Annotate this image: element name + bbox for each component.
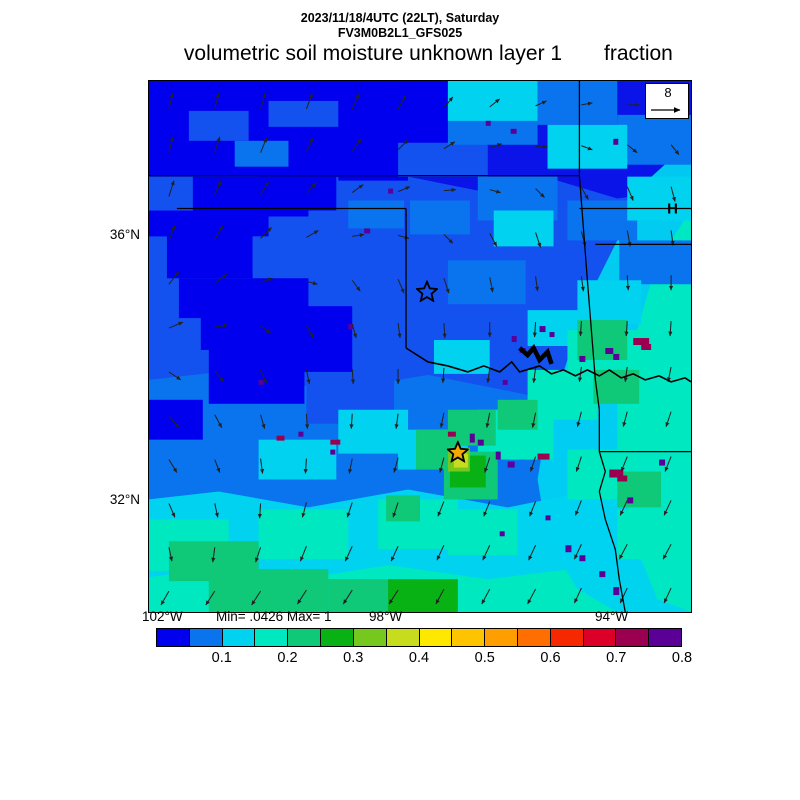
- colorbar-segment-12: [550, 629, 584, 646]
- vector-scale-arrow-icon: [650, 103, 686, 115]
- colorbar-tick-0.1: 0.1: [211, 650, 232, 666]
- colorbar-tick-0.6: 0.6: [540, 650, 561, 666]
- colorbar-segment-9: [452, 629, 486, 646]
- colorbar-tick-0.8: 0.8: [671, 650, 693, 666]
- colorbar-segment-2: [222, 629, 256, 646]
- svg-text:H: H: [667, 201, 678, 218]
- map-panel[interactable]: H 8: [148, 80, 692, 613]
- colorbar-segment-11: [517, 629, 551, 646]
- vector-scale-value: 8: [664, 85, 672, 100]
- lon-label-98w: 98°W: [369, 609, 403, 624]
- min-max-label: Min= .0426 Max= 1: [216, 609, 332, 624]
- colorbar-segment-1: [189, 629, 223, 646]
- colorbar-segment-10: [485, 629, 518, 646]
- colorbar-segment-5: [321, 629, 354, 646]
- valid-time-label: 2023/11/18/4UTC (22LT), Saturday: [300, 11, 500, 25]
- colorbar-segment-15: [649, 629, 681, 646]
- colorbar-segment-14: [616, 629, 650, 646]
- colorbar: [156, 628, 682, 647]
- colorbar-tick-0.7: 0.7: [606, 650, 627, 666]
- colorbar-segment-3: [255, 629, 289, 646]
- soil-moisture-raster: H: [149, 81, 691, 612]
- colorbar-segment-7: [386, 629, 420, 646]
- colorbar-tick-0.2: 0.2: [277, 650, 298, 666]
- colorbar-segment-4: [288, 629, 322, 646]
- colorbar-segment-13: [583, 629, 617, 646]
- colorbar-segment-0: [157, 629, 190, 646]
- lon-label-94w: 94°W: [595, 609, 629, 624]
- colorbar-tick-0.5: 0.5: [474, 650, 495, 666]
- colorbar-tick-0.3: 0.3: [343, 650, 364, 666]
- high-pressure-label: H: [667, 201, 678, 218]
- units-label: fraction: [604, 42, 673, 65]
- page-title: volumetric soil moisture unknown layer 1: [183, 42, 563, 65]
- colorbar-segment-8: [419, 629, 453, 646]
- lat-label-32n: 32°N: [109, 492, 140, 507]
- lat-label-36n: 36°N: [109, 227, 140, 242]
- model-id-label: FV3M0B2L1_GFS025: [337, 26, 463, 40]
- colorbar-tick-0.4: 0.4: [408, 650, 430, 666]
- colorbar-segment-6: [353, 629, 387, 646]
- vector-scale-key: 8: [645, 83, 689, 119]
- lon-label-102w: 102°W: [142, 609, 183, 624]
